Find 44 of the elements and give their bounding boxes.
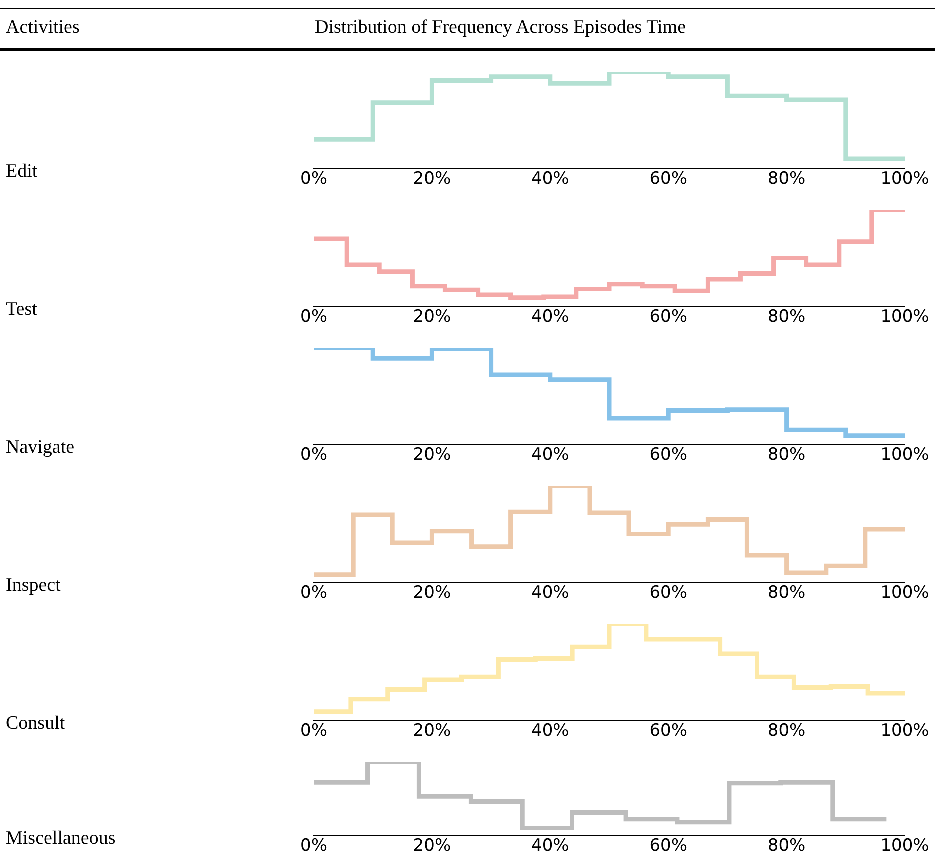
x-tick-label: 20% — [413, 169, 452, 190]
x-tick-label: 40% — [532, 169, 570, 190]
x-tick-label: 60% — [650, 445, 688, 466]
x-tick-label: 20% — [413, 836, 452, 856]
x-tick-label: 100% — [880, 169, 930, 190]
x-tick-label: 100% — [880, 445, 930, 466]
x-tick-label: 100% — [880, 307, 930, 328]
y-axis-title: Edit — [6, 161, 38, 183]
x-tick-label: 20% — [413, 445, 452, 466]
x-tick-label: 60% — [650, 583, 688, 604]
x-tick-label: 40% — [532, 583, 570, 604]
x-tick-label: 0% — [300, 583, 328, 604]
x-tick-label: 40% — [532, 721, 570, 742]
x-tick-label: 60% — [650, 836, 688, 856]
x-tick-label: 0% — [300, 836, 328, 856]
x-tick-label: 80% — [768, 836, 806, 856]
x-tick-label: 0% — [300, 445, 328, 466]
x-tick-label: 40% — [532, 445, 570, 466]
x-tick-label: 80% — [768, 169, 806, 190]
x-tick-label: 100% — [880, 583, 930, 604]
text: Distribution of Frequency Across Episodes Time — [315, 17, 686, 39]
y-axis-title: Navigate — [6, 437, 75, 459]
y-axis-title: Test — [6, 299, 38, 321]
x-tick-label: 0% — [300, 169, 328, 190]
x-tick-label: 100% — [880, 836, 930, 856]
x-tick-label: 20% — [413, 721, 452, 742]
x-tick-label: 0% — [300, 721, 328, 742]
text: Activities — [6, 17, 80, 39]
x-tick-label: 100% — [880, 721, 930, 742]
x-tick-label: 40% — [532, 836, 570, 856]
x-tick-label: 80% — [768, 583, 806, 604]
x-tick-label: 80% — [768, 721, 806, 742]
x-tick-label: 80% — [768, 307, 806, 328]
x-tick-label: 20% — [413, 583, 452, 604]
x-tick-label: 60% — [650, 307, 688, 328]
x-tick-label: 20% — [413, 307, 452, 328]
x-tick-label: 0% — [300, 307, 328, 328]
y-axis-title: Miscellaneous — [6, 828, 116, 850]
x-tick-label: 60% — [650, 169, 688, 190]
y-axis-title: Consult — [6, 713, 66, 735]
x-tick-label: 80% — [768, 445, 806, 466]
x-tick-label: 40% — [532, 307, 570, 328]
y-axis-title: Inspect — [6, 575, 61, 597]
x-tick-label: 60% — [650, 721, 688, 742]
